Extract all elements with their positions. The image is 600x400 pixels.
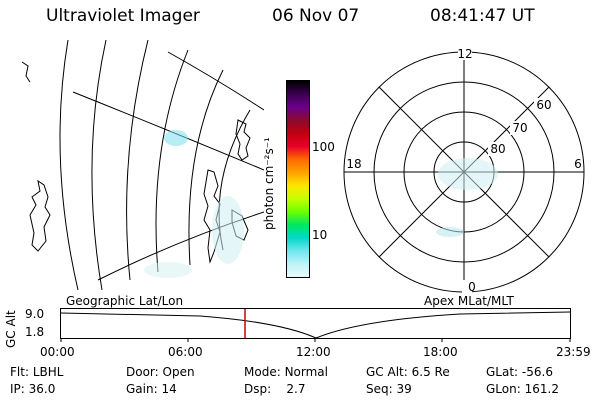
mlt-label-6: 6 [574, 157, 582, 171]
mlt-label-0: 0 [468, 280, 476, 294]
lat-label-80: 80 [490, 142, 505, 156]
altitude-ytick-top: 9.0 [25, 307, 45, 321]
info-dsp: Dsp: 2.7 [244, 382, 306, 396]
lat-arc [59, 40, 79, 290]
colorbar-gradient [287, 81, 309, 277]
date: 06 Nov 07 [272, 6, 360, 26]
coastline [29, 179, 51, 252]
coastline [203, 169, 221, 264]
geographic-caption: Geographic Lat/Lon [66, 294, 184, 308]
info-ip: IP: 36.0 [10, 382, 56, 396]
label-bg [534, 98, 554, 112]
info-door: Door: Open [126, 365, 195, 379]
polar-plot: 12 0 18 6 60 70 80 [343, 46, 585, 294]
altitude-curve [60, 311, 571, 339]
info-glat: GLat: -56.6 [486, 365, 553, 379]
xtick-label-2359: 23:59 [556, 345, 591, 359]
info-seq: Seq: 39 [366, 382, 412, 396]
coastline [21, 61, 31, 83]
colorbar-tick-100: 100 [312, 140, 335, 154]
altitude-strip [60, 308, 571, 342]
title: Ultraviolet Imager [46, 6, 200, 26]
coastline [235, 119, 251, 161]
apex-caption: Apex MLat/MLT [424, 294, 514, 308]
label-bg [488, 142, 508, 156]
lat-arc [155, 49, 189, 273]
info-gcalt: GC Alt: 6.5 Re [366, 365, 450, 379]
lat-arc [91, 40, 107, 290]
meridian [167, 51, 264, 111]
xtick-label-1800: 18:00 [423, 345, 458, 359]
lat-label-60: 60 [536, 98, 551, 112]
xtick-label-0600: 06:00 [168, 345, 203, 359]
info-glon: GLon: 161.2 [486, 382, 559, 396]
label-bg [458, 46, 472, 60]
label-bg [510, 121, 530, 135]
xtick-label-0000: 00:00 [40, 345, 75, 359]
colorbar-tick-10: 10 [312, 228, 328, 242]
info-gain: Gain: 14 [126, 382, 177, 396]
geographic-map [21, 40, 264, 290]
polar-emission [436, 158, 498, 237]
meridian [72, 91, 264, 171]
colorbar [286, 80, 310, 278]
lat-arc [126, 40, 149, 281]
xtick-label-1200: 12:00 [296, 345, 331, 359]
emission-glow [144, 130, 244, 278]
lat-arc [188, 69, 224, 266]
mlt-label-18: 18 [346, 157, 361, 171]
time: 08:41:47 UT [430, 6, 535, 26]
info-mode: Mode: Normal [244, 365, 328, 379]
altitude-axis-label: GC Alt [4, 310, 18, 348]
mlt-label-12: 12 [457, 47, 472, 61]
lat-label-70: 70 [512, 121, 527, 135]
info-flt: Flt: LBHL [10, 365, 64, 379]
label-bg [462, 280, 472, 294]
colorbar-label: photon cm⁻²s⁻¹ [262, 137, 276, 230]
altitude-ytick-bottom: 1.8 [25, 325, 45, 339]
